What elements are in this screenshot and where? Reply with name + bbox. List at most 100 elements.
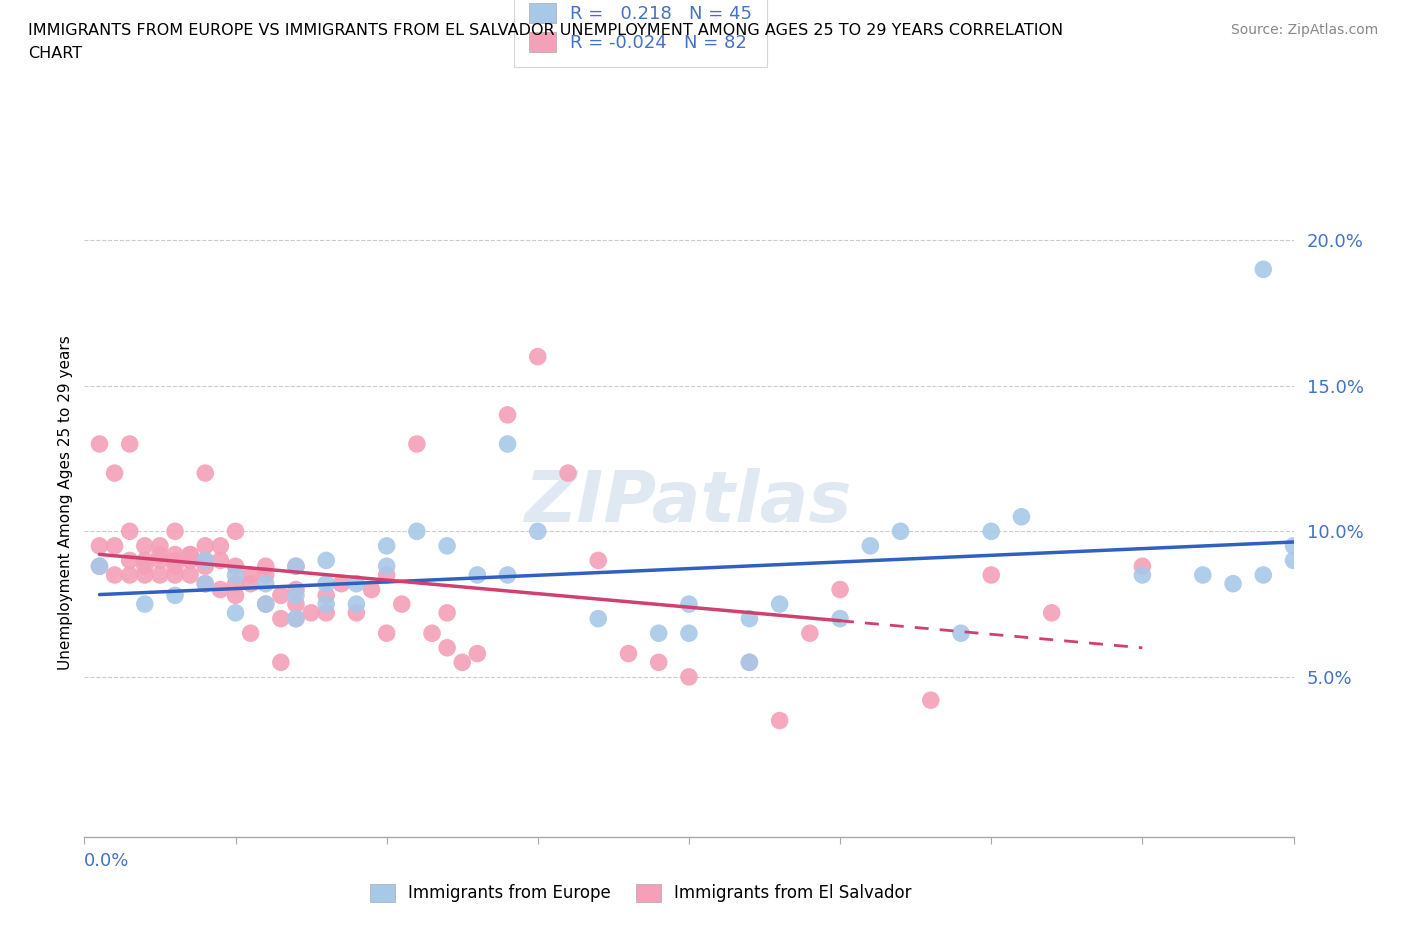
Point — [920, 693, 942, 708]
Text: Source: ZipAtlas.com: Source: ZipAtlas.com — [1230, 23, 1378, 37]
Point — [194, 577, 217, 591]
Point — [1130, 567, 1153, 582]
Point — [163, 559, 186, 574]
Point — [315, 553, 337, 568]
Point — [163, 524, 186, 538]
Point — [799, 626, 821, 641]
Point — [270, 588, 292, 603]
Point — [496, 407, 519, 422]
Point — [284, 582, 308, 597]
Point — [315, 605, 337, 620]
Point — [738, 611, 761, 626]
Point — [588, 611, 610, 626]
Point — [375, 559, 398, 574]
Point — [467, 567, 489, 582]
Point — [284, 559, 308, 574]
Point — [254, 597, 277, 612]
Point — [678, 626, 700, 641]
Point — [163, 547, 186, 562]
Point — [89, 559, 111, 574]
Point — [738, 655, 761, 670]
Point — [118, 567, 141, 582]
Point — [209, 553, 232, 568]
Point — [149, 553, 172, 568]
Point — [769, 713, 792, 728]
Point — [194, 538, 217, 553]
Point — [134, 559, 156, 574]
Point — [149, 538, 172, 553]
Point — [149, 547, 172, 562]
Point — [1251, 262, 1274, 277]
Point — [526, 524, 548, 538]
Point — [406, 436, 429, 451]
Point — [118, 436, 141, 451]
Point — [89, 436, 111, 451]
Point — [360, 582, 382, 597]
Point — [118, 524, 141, 538]
Point — [254, 567, 277, 582]
Point — [980, 567, 1002, 582]
Point — [104, 466, 127, 481]
Point — [284, 588, 308, 603]
Point — [134, 597, 156, 612]
Point — [179, 553, 201, 568]
Point — [436, 538, 458, 553]
Point — [239, 577, 262, 591]
Point — [859, 538, 882, 553]
Point — [89, 538, 111, 553]
Point — [647, 655, 671, 670]
Point — [179, 547, 201, 562]
Point — [1191, 567, 1213, 582]
Point — [830, 582, 852, 597]
Legend: Immigrants from Europe, Immigrants from El Salvador: Immigrants from Europe, Immigrants from … — [363, 877, 918, 909]
Point — [890, 524, 912, 538]
Point — [1222, 577, 1244, 591]
Point — [950, 626, 973, 641]
Point — [1282, 553, 1305, 568]
Point — [225, 588, 247, 603]
Point — [225, 605, 247, 620]
Point — [284, 611, 308, 626]
Point — [647, 626, 671, 641]
Point — [179, 547, 201, 562]
Point — [225, 577, 247, 591]
Point — [467, 646, 489, 661]
Point — [526, 349, 548, 364]
Point — [375, 538, 398, 553]
Point — [1282, 538, 1305, 553]
Point — [315, 577, 337, 591]
Point — [830, 611, 852, 626]
Point — [330, 577, 353, 591]
Point — [678, 670, 700, 684]
Point — [225, 567, 247, 582]
Point — [678, 597, 700, 612]
Point — [315, 597, 337, 612]
Text: 0.0%: 0.0% — [84, 852, 129, 870]
Point — [270, 611, 292, 626]
Point — [194, 553, 217, 568]
Point — [194, 466, 217, 481]
Point — [239, 626, 262, 641]
Point — [346, 597, 368, 612]
Point — [254, 559, 277, 574]
Point — [179, 567, 201, 582]
Point — [496, 567, 519, 582]
Point — [194, 559, 217, 574]
Point — [254, 577, 277, 591]
Point — [980, 524, 1002, 538]
Point — [738, 655, 761, 670]
Point — [239, 567, 262, 582]
Point — [284, 611, 308, 626]
Point — [194, 553, 217, 568]
Point — [134, 538, 156, 553]
Point — [163, 567, 186, 582]
Point — [769, 597, 792, 612]
Point — [1040, 605, 1063, 620]
Point — [163, 553, 186, 568]
Point — [1251, 567, 1274, 582]
Point — [1010, 510, 1032, 525]
Point — [149, 567, 172, 582]
Point — [270, 655, 292, 670]
Point — [284, 559, 308, 574]
Point — [617, 646, 640, 661]
